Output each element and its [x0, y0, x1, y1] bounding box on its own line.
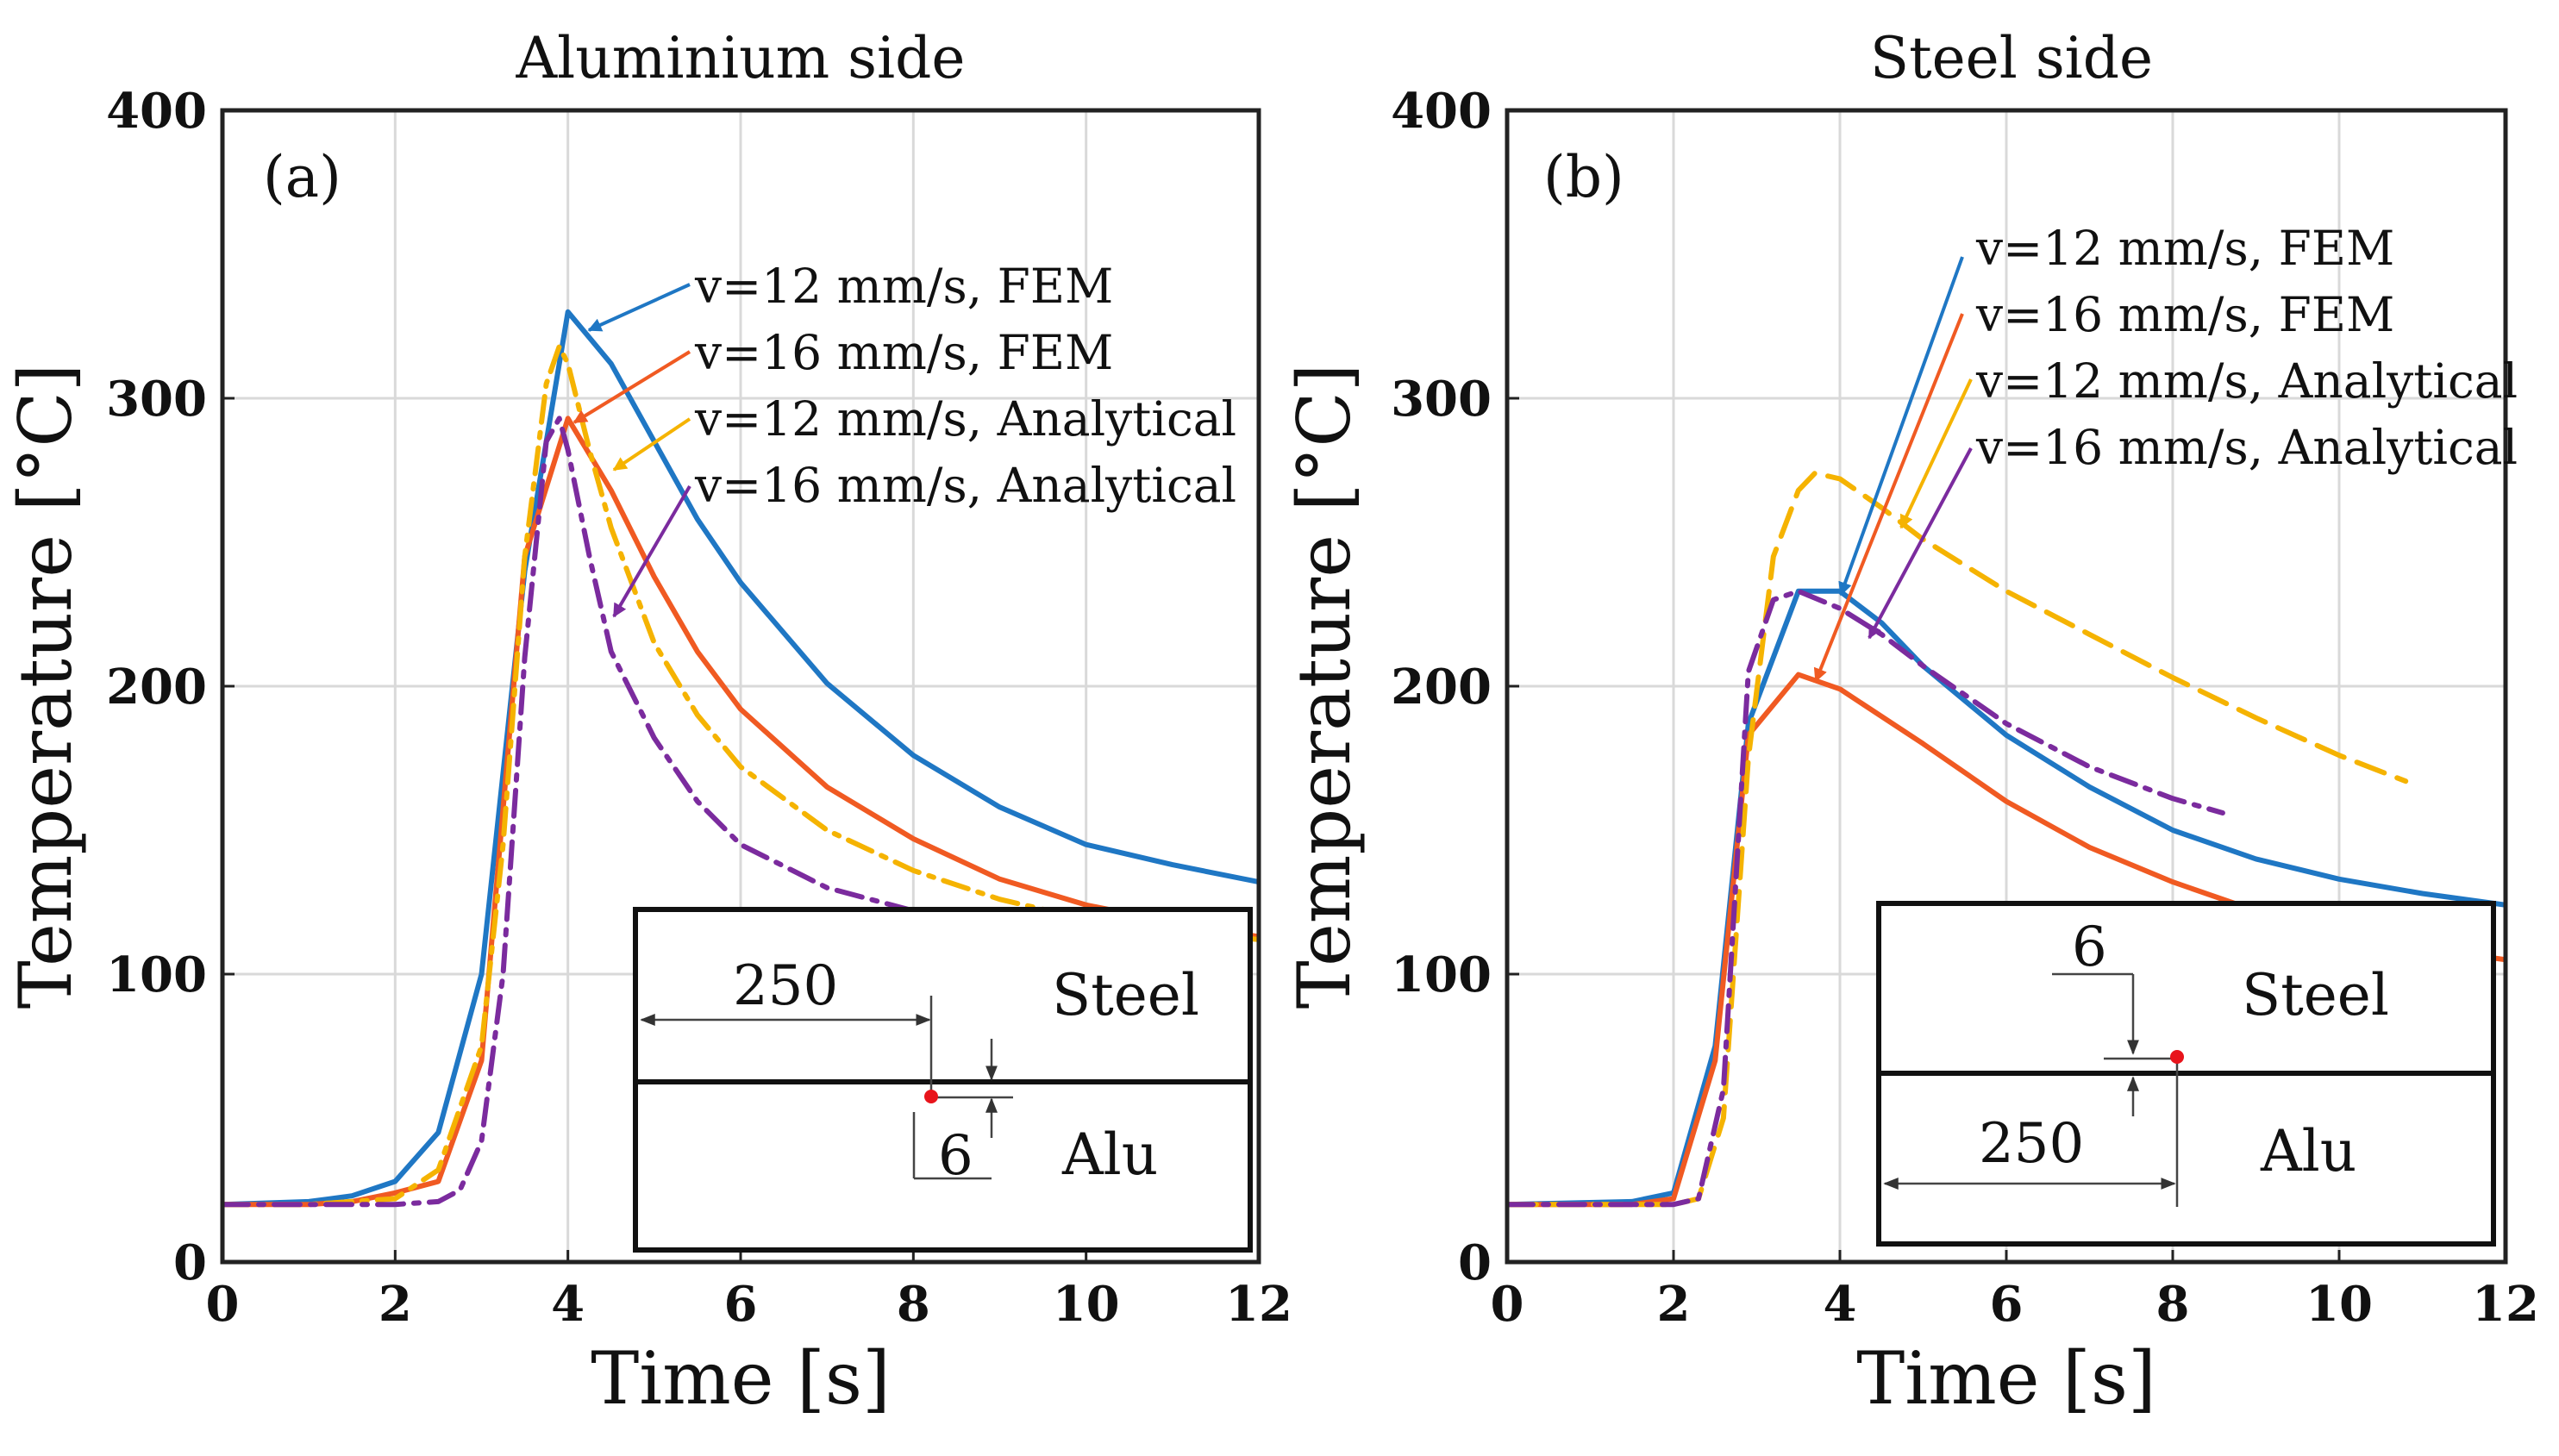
series-line-b-3 — [1507, 470, 2409, 1208]
panel-label-b: (b) — [1543, 144, 1624, 210]
y-tick-label-b-1: 100 — [1391, 947, 1492, 1003]
series-line-a-4 — [222, 416, 917, 1208]
inset-dim-6-a: 6 — [938, 1124, 973, 1188]
inset-dim-6-b: 6 — [2072, 915, 2107, 979]
legend-label-b-2: v=16 mm/s, FEM — [1975, 287, 2394, 342]
y-tick-label-a-4: 400 — [106, 83, 207, 140]
legend-label-b-4: v=16 mm/s, Analytical — [1975, 420, 2518, 475]
x-axis-label-a: Time [s] — [591, 1336, 891, 1421]
legend-arrow-a-1 — [587, 283, 691, 332]
legend-label-a-3: v=12 mm/s, Analytical — [694, 391, 1236, 447]
chart-title-a: Aluminium side — [516, 25, 966, 91]
x-tick-label-a-0: 0 — [206, 1276, 240, 1333]
measurement-point-b — [2170, 1050, 2184, 1064]
inset-schematic-a: Steel Alu 250 6 — [633, 907, 1253, 1253]
x-tick-label-b-4: 8 — [2156, 1276, 2190, 1333]
y-tick-label-a-1: 100 — [106, 947, 207, 1003]
inset-alu-label-b: Alu — [2260, 1118, 2356, 1184]
y-tick-label-a-0: 0 — [173, 1234, 207, 1291]
y-tick-label-a-3: 300 — [106, 371, 207, 428]
ticks-a: 0 2 4 6 8 10 12 0 100 200 300 400 — [106, 83, 1292, 1333]
y-axis-label-a: Temperature [°C] — [3, 364, 88, 1009]
panel-b: 0 2 4 6 8 10 12 0 100 200 300 400 Steel side (b) Ti… — [1282, 25, 2539, 1421]
legend-label-b-3: v=12 mm/s, Analytical — [1975, 353, 2518, 409]
legend-arrow-b-3 — [1899, 378, 1973, 529]
measurement-point-a — [924, 1090, 938, 1103]
legend-arrow-a-4 — [612, 484, 691, 618]
x-tick-label-a-2: 4 — [551, 1276, 585, 1333]
legend-arrow-b-4 — [1868, 447, 1973, 640]
inset-schematic-b: Steel Alu 6 250 — [1876, 901, 2496, 1247]
x-tick-label-b-0: 0 — [1491, 1276, 1524, 1333]
y-tick-label-b-0: 0 — [1458, 1234, 1492, 1291]
inset-dim-250-b: 250 — [1979, 1112, 2084, 1176]
inset-dim-250-a: 250 — [733, 954, 838, 1018]
series-line-b-1 — [1507, 588, 2506, 1208]
x-tick-label-b-1: 2 — [1657, 1276, 1691, 1333]
legend-label-b-1: v=12 mm/s, FEM — [1975, 221, 2394, 276]
series-a — [222, 309, 1259, 1208]
x-tick-label-b-2: 4 — [1824, 1276, 1857, 1333]
inset-steel-label-b: Steel — [2242, 962, 2389, 1028]
legend-label-a-1: v=12 mm/s, FEM — [694, 259, 1113, 314]
y-tick-label-b-4: 400 — [1391, 83, 1492, 140]
series-line-a-2 — [222, 416, 1259, 1208]
series-line-b-4 — [1507, 588, 2225, 1208]
x-tick-label-a-6: 12 — [1225, 1276, 1292, 1333]
legend-arrow-a-2 — [572, 350, 691, 424]
legend-label-a-4: v=16 mm/s, Analytical — [694, 458, 1236, 513]
inset-steel-label-a: Steel — [1052, 962, 1199, 1028]
y-tick-label-b-3: 300 — [1391, 371, 1492, 428]
y-tick-label-a-2: 200 — [106, 659, 207, 716]
x-tick-label-b-6: 12 — [2472, 1276, 2539, 1333]
y-tick-label-b-2: 200 — [1391, 659, 1492, 716]
ticks-b: 0 2 4 6 8 10 12 0 100 200 300 400 — [1391, 83, 2539, 1333]
y-axis-label-b: Temperature [°C] — [1282, 364, 1367, 1009]
series-line-a-3 — [222, 343, 1259, 1208]
legend-label-a-2: v=16 mm/s, FEM — [694, 325, 1113, 380]
legend-arrow-b-2 — [1813, 313, 1964, 683]
x-tick-label-a-1: 2 — [379, 1276, 412, 1333]
x-tick-label-b-3: 6 — [1990, 1276, 2024, 1333]
chart-title-b: Steel side — [1870, 25, 2153, 91]
x-tick-label-b-5: 10 — [2306, 1276, 2373, 1333]
legend-arrow-b-1 — [1838, 256, 1964, 597]
series-line-a-1 — [222, 309, 1259, 1208]
x-tick-label-a-3: 6 — [724, 1276, 758, 1333]
x-tick-label-a-4: 8 — [897, 1276, 930, 1333]
legend-arrow-a-3 — [612, 417, 691, 472]
x-axis-label-b: Time [s] — [1856, 1336, 2156, 1421]
panel-a: 0 2 4 6 8 10 12 0 100 200 300 400 Aluminium side (a… — [3, 25, 1292, 1421]
x-tick-label-a-5: 10 — [1053, 1276, 1120, 1333]
panel-label-a: (a) — [263, 144, 341, 210]
inset-alu-label-a: Alu — [1061, 1122, 1158, 1188]
